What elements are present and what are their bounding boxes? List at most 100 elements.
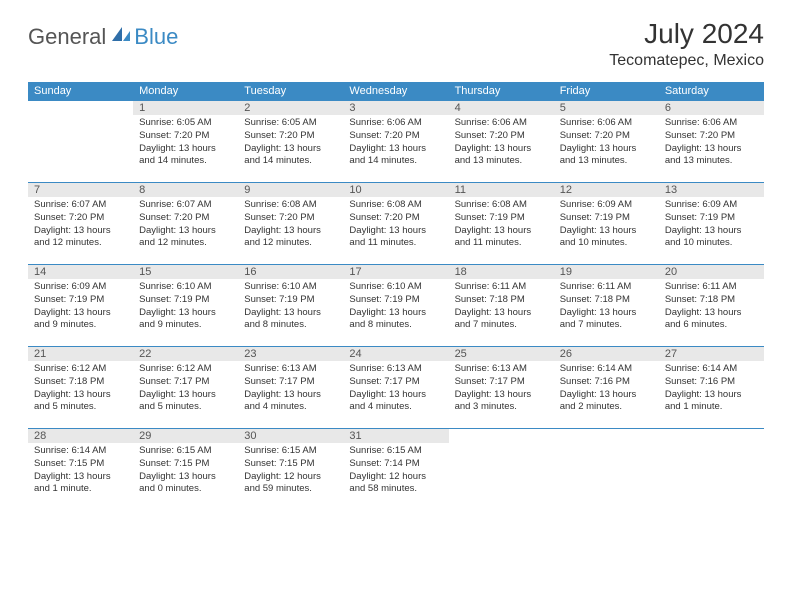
day-content: Sunrise: 6:13 AMSunset: 7:17 PMDaylight:… <box>238 361 343 416</box>
day-content: Sunrise: 6:06 AMSunset: 7:20 PMDaylight:… <box>554 115 659 170</box>
weekday-header: Monday <box>133 82 238 101</box>
day-number: 4 <box>449 101 554 115</box>
logo-sail-icon <box>110 25 132 50</box>
weekday-header: Friday <box>554 82 659 101</box>
day-content: Sunrise: 6:13 AMSunset: 7:17 PMDaylight:… <box>343 361 448 416</box>
weekday-header: Saturday <box>659 82 764 101</box>
day-content: Sunrise: 6:11 AMSunset: 7:18 PMDaylight:… <box>449 279 554 334</box>
day-content: Sunrise: 6:06 AMSunset: 7:20 PMDaylight:… <box>659 115 764 170</box>
calendar-header-row: SundayMondayTuesdayWednesdayThursdayFrid… <box>28 82 764 101</box>
calendar-cell: 7Sunrise: 6:07 AMSunset: 7:20 PMDaylight… <box>28 183 133 265</box>
day-content: Sunrise: 6:15 AMSunset: 7:15 PMDaylight:… <box>238 443 343 498</box>
day-number: 17 <box>343 265 448 279</box>
calendar-cell: 24Sunrise: 6:13 AMSunset: 7:17 PMDayligh… <box>343 347 448 429</box>
calendar-cell: 19Sunrise: 6:11 AMSunset: 7:18 PMDayligh… <box>554 265 659 347</box>
day-content: Sunrise: 6:15 AMSunset: 7:15 PMDaylight:… <box>133 443 238 498</box>
day-content: Sunrise: 6:12 AMSunset: 7:17 PMDaylight:… <box>133 361 238 416</box>
calendar-cell: 26Sunrise: 6:14 AMSunset: 7:16 PMDayligh… <box>554 347 659 429</box>
calendar-cell: 30Sunrise: 6:15 AMSunset: 7:15 PMDayligh… <box>238 429 343 511</box>
day-content: Sunrise: 6:14 AMSunset: 7:16 PMDaylight:… <box>554 361 659 416</box>
day-content: Sunrise: 6:09 AMSunset: 7:19 PMDaylight:… <box>28 279 133 334</box>
calendar-cell: 20Sunrise: 6:11 AMSunset: 7:18 PMDayligh… <box>659 265 764 347</box>
calendar-cell: 10Sunrise: 6:08 AMSunset: 7:20 PMDayligh… <box>343 183 448 265</box>
logo: General Blue <box>28 24 178 50</box>
calendar-cell: 13Sunrise: 6:09 AMSunset: 7:19 PMDayligh… <box>659 183 764 265</box>
location-label: Tecomatepec, Mexico <box>609 52 764 70</box>
day-number: 13 <box>659 183 764 197</box>
calendar-cell: 5Sunrise: 6:06 AMSunset: 7:20 PMDaylight… <box>554 101 659 183</box>
day-number: 15 <box>133 265 238 279</box>
calendar-cell: 6Sunrise: 6:06 AMSunset: 7:20 PMDaylight… <box>659 101 764 183</box>
day-number: 14 <box>28 265 133 279</box>
calendar-week-row: 21Sunrise: 6:12 AMSunset: 7:18 PMDayligh… <box>28 347 764 429</box>
day-number: 8 <box>133 183 238 197</box>
weekday-header: Sunday <box>28 82 133 101</box>
calendar-cell: 1Sunrise: 6:05 AMSunset: 7:20 PMDaylight… <box>133 101 238 183</box>
day-number: 29 <box>133 429 238 443</box>
day-number: 10 <box>343 183 448 197</box>
calendar-cell <box>449 429 554 511</box>
month-title: July 2024 <box>609 18 764 50</box>
calendar-cell: 31Sunrise: 6:15 AMSunset: 7:14 PMDayligh… <box>343 429 448 511</box>
day-number: 7 <box>28 183 133 197</box>
calendar-cell: 9Sunrise: 6:08 AMSunset: 7:20 PMDaylight… <box>238 183 343 265</box>
day-number: 26 <box>554 347 659 361</box>
day-number: 3 <box>343 101 448 115</box>
weekday-header: Thursday <box>449 82 554 101</box>
calendar-cell <box>28 101 133 183</box>
calendar-week-row: 28Sunrise: 6:14 AMSunset: 7:15 PMDayligh… <box>28 429 764 511</box>
day-number: 22 <box>133 347 238 361</box>
day-number: 31 <box>343 429 448 443</box>
page-header: General Blue July 2024 Tecomatepec, Mexi… <box>0 0 792 78</box>
day-content: Sunrise: 6:14 AMSunset: 7:16 PMDaylight:… <box>659 361 764 416</box>
day-content: Sunrise: 6:09 AMSunset: 7:19 PMDaylight:… <box>554 197 659 252</box>
calendar-table: SundayMondayTuesdayWednesdayThursdayFrid… <box>28 82 764 511</box>
day-number: 18 <box>449 265 554 279</box>
day-content: Sunrise: 6:10 AMSunset: 7:19 PMDaylight:… <box>133 279 238 334</box>
calendar-cell: 29Sunrise: 6:15 AMSunset: 7:15 PMDayligh… <box>133 429 238 511</box>
day-content: Sunrise: 6:08 AMSunset: 7:19 PMDaylight:… <box>449 197 554 252</box>
day-number: 19 <box>554 265 659 279</box>
day-number: 30 <box>238 429 343 443</box>
calendar-cell: 17Sunrise: 6:10 AMSunset: 7:19 PMDayligh… <box>343 265 448 347</box>
day-content: Sunrise: 6:13 AMSunset: 7:17 PMDaylight:… <box>449 361 554 416</box>
calendar-cell: 12Sunrise: 6:09 AMSunset: 7:19 PMDayligh… <box>554 183 659 265</box>
day-number: 9 <box>238 183 343 197</box>
day-content: Sunrise: 6:10 AMSunset: 7:19 PMDaylight:… <box>238 279 343 334</box>
calendar-cell <box>554 429 659 511</box>
calendar-body: 1Sunrise: 6:05 AMSunset: 7:20 PMDaylight… <box>28 101 764 511</box>
calendar-cell: 8Sunrise: 6:07 AMSunset: 7:20 PMDaylight… <box>133 183 238 265</box>
calendar-cell: 21Sunrise: 6:12 AMSunset: 7:18 PMDayligh… <box>28 347 133 429</box>
day-content: Sunrise: 6:14 AMSunset: 7:15 PMDaylight:… <box>28 443 133 498</box>
logo-text-general: General <box>28 24 106 50</box>
calendar-cell: 28Sunrise: 6:14 AMSunset: 7:15 PMDayligh… <box>28 429 133 511</box>
day-number: 21 <box>28 347 133 361</box>
calendar-cell: 2Sunrise: 6:05 AMSunset: 7:20 PMDaylight… <box>238 101 343 183</box>
day-number: 1 <box>133 101 238 115</box>
weekday-header: Tuesday <box>238 82 343 101</box>
calendar-cell: 3Sunrise: 6:06 AMSunset: 7:20 PMDaylight… <box>343 101 448 183</box>
day-content: Sunrise: 6:09 AMSunset: 7:19 PMDaylight:… <box>659 197 764 252</box>
day-number: 11 <box>449 183 554 197</box>
day-number: 5 <box>554 101 659 115</box>
day-number: 2 <box>238 101 343 115</box>
calendar-cell: 23Sunrise: 6:13 AMSunset: 7:17 PMDayligh… <box>238 347 343 429</box>
day-number: 28 <box>28 429 133 443</box>
day-content: Sunrise: 6:08 AMSunset: 7:20 PMDaylight:… <box>238 197 343 252</box>
day-content: Sunrise: 6:07 AMSunset: 7:20 PMDaylight:… <box>28 197 133 252</box>
calendar-week-row: 1Sunrise: 6:05 AMSunset: 7:20 PMDaylight… <box>28 101 764 183</box>
calendar-cell: 22Sunrise: 6:12 AMSunset: 7:17 PMDayligh… <box>133 347 238 429</box>
day-number: 27 <box>659 347 764 361</box>
day-number: 12 <box>554 183 659 197</box>
day-content: Sunrise: 6:05 AMSunset: 7:20 PMDaylight:… <box>238 115 343 170</box>
calendar-week-row: 7Sunrise: 6:07 AMSunset: 7:20 PMDaylight… <box>28 183 764 265</box>
day-content: Sunrise: 6:11 AMSunset: 7:18 PMDaylight:… <box>659 279 764 334</box>
day-content: Sunrise: 6:15 AMSunset: 7:14 PMDaylight:… <box>343 443 448 498</box>
calendar-cell: 18Sunrise: 6:11 AMSunset: 7:18 PMDayligh… <box>449 265 554 347</box>
day-content: Sunrise: 6:10 AMSunset: 7:19 PMDaylight:… <box>343 279 448 334</box>
day-number: 6 <box>659 101 764 115</box>
calendar-cell <box>659 429 764 511</box>
day-number: 20 <box>659 265 764 279</box>
title-block: July 2024 Tecomatepec, Mexico <box>609 18 764 70</box>
calendar-cell: 15Sunrise: 6:10 AMSunset: 7:19 PMDayligh… <box>133 265 238 347</box>
